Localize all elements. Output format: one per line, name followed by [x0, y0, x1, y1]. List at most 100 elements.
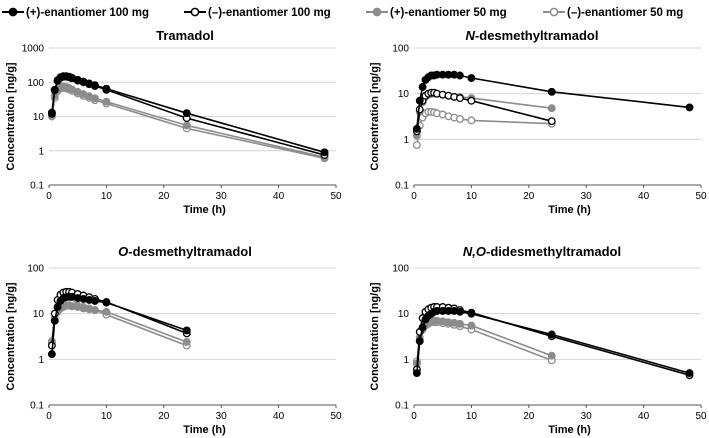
- data-point-pos100: [47, 350, 56, 359]
- y-tick-label: 0.1: [395, 401, 409, 412]
- series-pos100: [47, 292, 191, 359]
- x-tick-label: 30: [216, 411, 228, 422]
- data-point-pos100: [90, 296, 99, 305]
- data-point-pos100: [547, 87, 556, 96]
- data-point-pos50: [90, 306, 99, 315]
- panel-title-prefix: O: [118, 244, 128, 259]
- x-tick-label: 20: [158, 411, 170, 422]
- data-point-pos100: [467, 309, 476, 318]
- series-neg50: [412, 318, 556, 366]
- x-tick-label: 30: [216, 191, 228, 202]
- y-tick-label: 0.1: [30, 401, 44, 412]
- x-tick-label: 40: [273, 191, 285, 202]
- data-point-pos100: [102, 298, 111, 307]
- x-tick-label: 40: [273, 411, 285, 422]
- data-point-pos100: [50, 316, 59, 325]
- data-point-neg50: [455, 114, 464, 123]
- legend-label-pos50: (+)-enantiomer 50 mg: [390, 7, 507, 19]
- data-point-pos50: [547, 351, 556, 360]
- data-point-neg100: [547, 117, 556, 126]
- data-point-pos100: [182, 109, 191, 118]
- series-pos100: [47, 72, 329, 157]
- y-tick-label: 10: [33, 309, 45, 320]
- x-axis-label: Time (h): [548, 204, 591, 216]
- y-axis-label: Concentration [ng/g]: [5, 62, 17, 170]
- x-tick-label: 0: [46, 191, 52, 202]
- x-axis-label: Time (h): [548, 424, 591, 436]
- panel-3: 0.1 1 10 100 0 10 20 30 40 50 O-desmethyltramadol T…: [5, 244, 342, 436]
- panel-title: N-desmethyltramadol: [466, 28, 599, 43]
- series-line-pos50: [416, 319, 553, 364]
- panel-title: Tramadol: [156, 28, 214, 43]
- y-axis-label: Concentration [ng/g]: [369, 282, 381, 390]
- series-neg50: [412, 107, 556, 149]
- x-tick-label: 20: [523, 191, 535, 202]
- y-tick-label: 100: [27, 78, 44, 89]
- legend-label-pos100: (+)-enantiomer 100 mg: [26, 7, 149, 19]
- data-point-pos100: [90, 81, 99, 90]
- data-point-pos50: [547, 104, 556, 113]
- series-neg100: [412, 88, 556, 136]
- x-tick-label: 50: [330, 191, 342, 202]
- legend-marker-neg50: [549, 7, 559, 17]
- x-tick-label: 10: [101, 191, 113, 202]
- chart-panels: 0.1 1 10 100 100 0 0 10 20 30 40 50 Tramadol Time (h)…: [5, 28, 707, 436]
- y-tick-label: 100: [27, 264, 44, 275]
- data-point-pos50: [455, 319, 464, 328]
- data-point-pos50: [182, 338, 191, 346]
- data-point-pos50: [90, 94, 99, 103]
- y-tick-label: 1: [38, 355, 44, 366]
- data-point-pos50: [102, 97, 111, 106]
- panel-title: O-desmethyltramadol: [118, 244, 252, 259]
- data-point-pos100: [685, 369, 694, 378]
- y-tick-label: 1: [38, 146, 44, 157]
- data-point-pos100: [467, 74, 476, 82]
- y-axis-label: Concentration [ng/g]: [369, 62, 381, 170]
- data-point-pos100: [47, 108, 56, 117]
- data-point-neg50: [467, 116, 476, 125]
- panel-2: 0.1 1 10 100 0 10 20 30 40 50 N-desmethyltramadol T…: [369, 28, 707, 216]
- x-tick-label: 50: [695, 411, 707, 422]
- panel-title-rest: -desmethyltramadol: [475, 28, 599, 43]
- data-point-pos100: [418, 323, 427, 332]
- x-tick-label: 50: [330, 411, 342, 422]
- x-tick-label: 0: [411, 411, 417, 422]
- y-tick-label: 10: [398, 89, 410, 100]
- data-point-pos100: [455, 71, 464, 80]
- series-neg100: [412, 303, 694, 380]
- series-pos100: [412, 70, 694, 133]
- x-tick-label: 20: [158, 191, 170, 202]
- data-point-pos100: [685, 103, 694, 112]
- data-point-pos100: [418, 83, 427, 91]
- panel-4: 0.1 1 10 100 0 10 20 30 40 50 N,O-didesmethyltrama…: [369, 244, 707, 436]
- data-point-pos100: [53, 303, 62, 311]
- data-point-pos100: [415, 337, 424, 346]
- y-tick-label: 10: [398, 309, 410, 320]
- panel-title: N,O-didesmethyltramadol: [463, 244, 621, 259]
- y-tick-label: 100: [392, 264, 409, 275]
- y-axis-label: Concentration [ng/g]: [5, 282, 17, 390]
- y-tick-label: 100: [392, 44, 409, 55]
- legend-marker-pos100: [8, 7, 18, 17]
- data-point-pos50: [467, 321, 476, 330]
- x-tick-label: 10: [466, 411, 478, 422]
- data-point-pos100: [412, 124, 421, 133]
- panel-1: 0.1 1 10 100 1000 0 10 20 30 40 50 Tramadol Time (h)…: [5, 28, 342, 216]
- series-line-neg100: [416, 306, 690, 376]
- legend-label-neg50: (–)-enantiomer 50 mg: [567, 7, 683, 19]
- data-point-pos100: [182, 326, 191, 335]
- x-tick-label: 30: [581, 411, 593, 422]
- x-tick-label: 30: [581, 191, 593, 202]
- panel-title-rest: -desmethyltramadol: [128, 244, 252, 259]
- x-tick-label: 10: [101, 411, 113, 422]
- data-point-neg100: [467, 96, 476, 105]
- data-point-pos50: [182, 121, 191, 130]
- data-point-pos100: [102, 84, 111, 93]
- data-point-pos50: [102, 307, 111, 316]
- data-point-pos100: [320, 148, 329, 157]
- data-point-pos100: [415, 96, 424, 105]
- x-tick-label: 40: [638, 191, 650, 202]
- x-tick-label: 40: [638, 411, 650, 422]
- x-tick-label: 50: [695, 191, 707, 202]
- data-point-pos100: [455, 307, 464, 316]
